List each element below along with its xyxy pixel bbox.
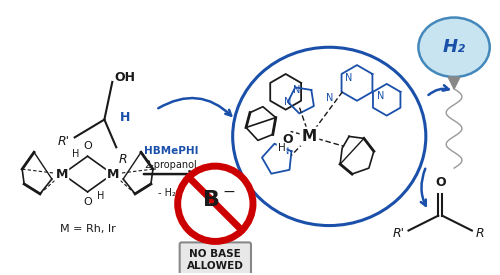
Text: M: M (56, 167, 68, 181)
Text: H: H (72, 149, 80, 159)
Text: N: N (293, 85, 300, 95)
Text: H: H (98, 191, 105, 201)
Text: O: O (83, 141, 92, 151)
Text: N: N (377, 91, 384, 101)
Text: O: O (282, 133, 293, 146)
Text: $\mathbf{B}^-$: $\mathbf{B}^-$ (202, 189, 235, 211)
Text: O: O (435, 176, 446, 189)
Text: O: O (83, 197, 92, 207)
Text: N: N (284, 97, 292, 107)
Text: NO BASE
ALLOWED: NO BASE ALLOWED (187, 249, 244, 271)
Text: OH: OH (114, 72, 136, 84)
Text: R': R' (58, 135, 70, 148)
Circle shape (178, 166, 253, 241)
Text: R: R (476, 227, 484, 240)
Text: N: N (282, 146, 290, 156)
Text: M: M (107, 167, 120, 181)
Polygon shape (448, 77, 460, 89)
Text: 2-propanol: 2-propanol (144, 160, 197, 170)
Text: M = Rh, Ir: M = Rh, Ir (60, 224, 116, 233)
Text: H: H (120, 111, 130, 124)
Text: R: R (118, 153, 127, 166)
Text: N: N (346, 73, 352, 83)
Text: R': R' (392, 227, 404, 240)
Text: M: M (302, 129, 317, 144)
Ellipse shape (418, 18, 490, 77)
Text: HBMePHI: HBMePHI (144, 146, 198, 156)
FancyBboxPatch shape (180, 242, 251, 275)
Text: H: H (278, 143, 285, 153)
Text: N: N (326, 93, 333, 103)
Text: - H₂O: - H₂O (158, 188, 184, 198)
Text: H₂: H₂ (442, 38, 466, 56)
